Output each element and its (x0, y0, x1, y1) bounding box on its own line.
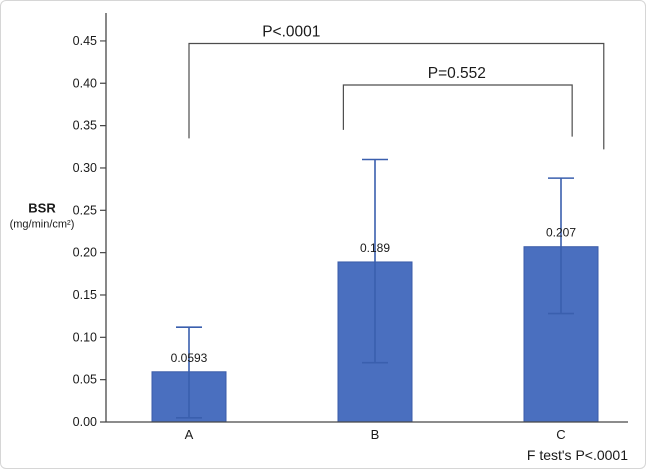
y-axis-title: BSR (28, 201, 56, 216)
y-tick-label: 0.35 (73, 119, 97, 133)
y-tick-label: 0.10 (73, 330, 97, 344)
footnote: F test's P<.0001 (527, 447, 628, 463)
bar-value-label-C: 0.207 (546, 226, 576, 240)
y-tick-label: 0.15 (73, 288, 97, 302)
y-tick-label: 0.00 (73, 415, 97, 429)
significance-label-0: P<.0001 (262, 23, 320, 40)
y-tick-label: 0.25 (73, 203, 97, 217)
significance-bracket-0 (188, 42, 605, 150)
x-category-label-A: A (185, 427, 194, 442)
y-axis-units: (mg/min/cm²) (10, 219, 75, 231)
x-category-label-C: C (556, 427, 565, 442)
y-tick-label: 0.45 (73, 34, 97, 48)
x-category-label-B: B (371, 427, 380, 442)
y-tick-label: 0.20 (73, 246, 97, 260)
y-tick-label: 0.30 (73, 161, 97, 175)
bar-value-label-B: 0.189 (360, 241, 390, 255)
bar-value-label-A: 0.0593 (171, 351, 208, 365)
significance-bracket-1 (342, 84, 573, 137)
y-tick-label: 0.40 (73, 76, 97, 90)
y-tick-label: 0.05 (73, 373, 97, 387)
significance-label-1: P=0.552 (428, 65, 486, 82)
